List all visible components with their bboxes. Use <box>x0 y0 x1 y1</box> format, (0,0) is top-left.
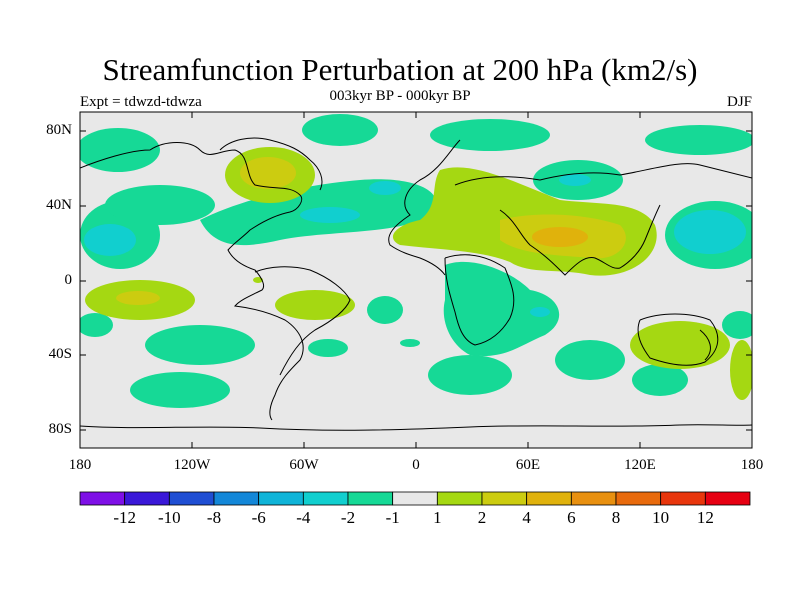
lon-label-0: 0 <box>412 457 420 473</box>
contour-region <box>645 125 752 155</box>
contour-region <box>308 339 348 357</box>
lat-label-80n: 80N <box>46 122 72 138</box>
contour-region <box>130 372 230 408</box>
colorbar-tick-label: -1 <box>385 508 400 527</box>
contour-region <box>240 157 296 189</box>
contour-region <box>400 339 420 347</box>
coastline-asia-north <box>454 163 752 186</box>
lon-label-60e: 60E <box>515 457 541 473</box>
contour-region <box>116 291 160 305</box>
colorbar-swatch <box>213 491 260 506</box>
lon-label-120e: 120E <box>624 457 656 473</box>
colorbar-swatch <box>347 491 394 506</box>
coastline-antarctica <box>80 424 752 431</box>
contour-region <box>730 340 752 400</box>
coastline-africa <box>444 254 515 346</box>
map-title: Streamfunction Perturbation at 200 hPa (… <box>102 52 698 87</box>
contour-region <box>84 224 136 256</box>
colorbar-tick-label: -8 <box>206 508 222 527</box>
coastline-europe-africa <box>388 139 461 276</box>
colorbar-swatch <box>526 491 572 506</box>
contour-region <box>80 313 113 337</box>
contour-region <box>674 210 746 254</box>
contour-region <box>369 181 401 195</box>
colorbar-tick-label: -6 <box>251 508 266 527</box>
colorbar-tick-label: 6 <box>567 508 576 527</box>
colorbar-tick-label: 2 <box>477 508 487 527</box>
colorbar-tick-label: 8 <box>611 508 621 527</box>
lat-label-0: 0 <box>64 272 73 288</box>
contour-region <box>722 311 752 339</box>
contour-region <box>630 321 730 369</box>
contour-region <box>145 325 255 365</box>
contour-region <box>300 207 360 223</box>
colorbar-swatch <box>124 491 170 506</box>
contour-region <box>428 355 512 395</box>
colorbar-swatch <box>258 491 304 506</box>
colorbar-swatch <box>570 491 617 506</box>
coastline-north-america <box>219 137 323 191</box>
colorbar-tick-label: 4 <box>522 508 531 527</box>
contour-region <box>430 119 550 151</box>
colorbar-swatch <box>481 491 528 506</box>
colorbar-tick-label: 10 <box>652 508 670 527</box>
contour-region <box>555 340 625 380</box>
colorbar-tick-label: -2 <box>340 508 356 527</box>
colorbar-swatch <box>79 491 126 506</box>
colorbar-swatch <box>168 491 215 506</box>
colorbar-tick-label: 1 <box>433 508 442 527</box>
lon-label-180w: 180 <box>68 457 92 473</box>
map-subtitle: 003kyr BP - 000kyr BP <box>329 88 471 104</box>
axis-ticks <box>80 112 752 448</box>
lat-label-80s: 80S <box>48 421 72 437</box>
lat-label-40n: 40N <box>46 197 72 213</box>
coastline-americas <box>80 142 304 421</box>
colorbar-swatch <box>660 491 706 506</box>
coastline-new-zealand <box>699 329 711 361</box>
contour-fills <box>80 114 752 408</box>
contour-region <box>632 364 688 396</box>
experiment-label: Expt = tdwzd-tdwza <box>80 94 202 110</box>
season-label: DJF <box>726 94 752 110</box>
coastlines <box>80 137 752 431</box>
colorbar-tick-label: -10 <box>157 508 181 527</box>
colorbar <box>79 491 751 506</box>
colorbar-swatch <box>302 491 349 506</box>
colorbar-swatch <box>615 491 662 506</box>
contour-region <box>253 277 263 283</box>
colorbar-tick-label: 12 <box>696 508 714 527</box>
colorbar-swatch <box>392 491 438 506</box>
colorbar-swatch <box>436 491 483 506</box>
colorbar-swatch <box>704 491 751 506</box>
lon-label-120w: 120W <box>173 457 211 473</box>
colorbar-tick-label: -12 <box>113 508 136 527</box>
coastline-asia-south <box>499 204 661 276</box>
colorbar-tick-label: -4 <box>296 508 311 527</box>
contour-region <box>302 114 378 146</box>
contour-region <box>105 185 215 225</box>
coastline-australia <box>637 313 719 366</box>
contour-region <box>559 174 591 186</box>
coastline-south-america <box>254 266 351 376</box>
contour-region <box>532 227 588 247</box>
contour-region <box>367 296 403 324</box>
contour-region <box>443 261 560 356</box>
contour-region <box>275 290 355 320</box>
lat-label-40s: 40S <box>48 346 72 362</box>
lon-label-180e: 180 <box>740 457 764 473</box>
lon-label-60w: 60W <box>289 457 319 473</box>
contour-region <box>530 307 550 317</box>
